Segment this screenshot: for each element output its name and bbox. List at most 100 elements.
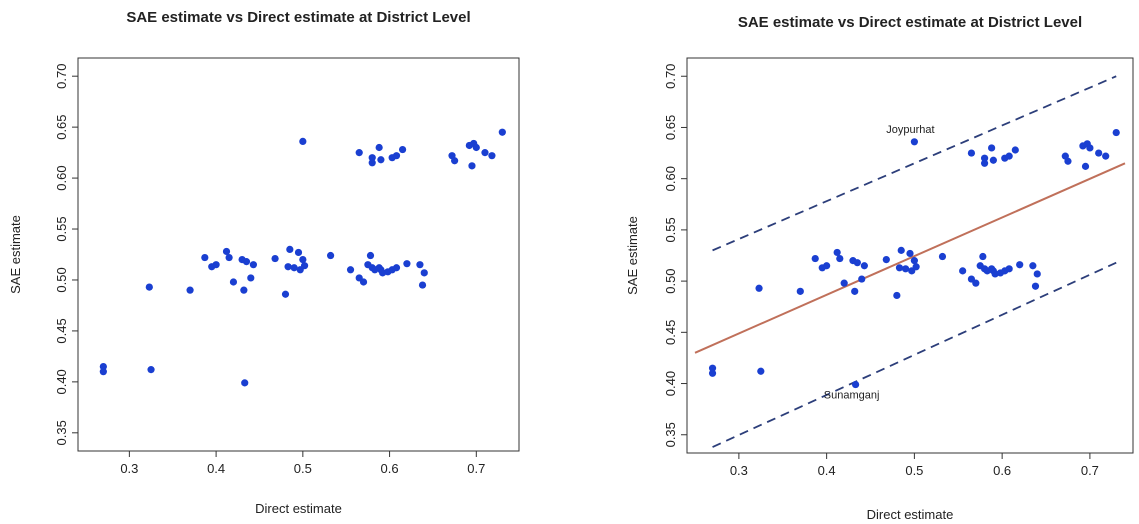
data-point	[1112, 128, 1120, 137]
data-point	[906, 249, 914, 258]
data-point	[853, 259, 861, 267]
data-point	[967, 149, 976, 157]
data-point	[398, 145, 407, 154]
data-point	[247, 274, 255, 282]
y-tick-label: 0.60	[54, 165, 69, 190]
data-point	[1029, 262, 1037, 270]
data-point	[242, 258, 251, 266]
y-tick-label: 0.35	[54, 420, 69, 445]
y-tick-label: 0.65	[54, 114, 69, 139]
data-point	[488, 152, 496, 160]
x-tick-label: 0.4	[818, 463, 836, 478]
data-point	[186, 286, 194, 294]
data-point	[498, 128, 506, 136]
chart-title: SAE estimate vs Direct estimate at Distr…	[126, 9, 470, 26]
data-point	[212, 261, 220, 269]
data-point	[851, 287, 859, 295]
data-point	[481, 149, 489, 157]
data-point	[989, 156, 997, 164]
x-tick-label: 0.5	[905, 463, 923, 478]
data-point	[823, 262, 831, 270]
y-tick-label: 0.60	[663, 166, 678, 191]
data-point	[757, 367, 765, 375]
data-point	[99, 362, 107, 371]
data-point	[147, 366, 155, 374]
y-tick-label: 0.50	[54, 267, 69, 292]
data-point	[1081, 162, 1090, 170]
data-point	[468, 162, 476, 170]
data-point	[420, 269, 428, 277]
data-point	[902, 265, 910, 273]
data-point	[286, 245, 294, 254]
data-point	[241, 379, 249, 387]
data-point	[284, 263, 292, 271]
data-point	[912, 263, 920, 271]
lower-band-line	[712, 261, 1117, 448]
data-point	[294, 248, 303, 257]
data-point	[851, 380, 860, 389]
y-tick-label: 0.50	[663, 268, 678, 293]
data-point	[1102, 152, 1110, 160]
x-tick-label: 0.6	[993, 463, 1011, 478]
data-point	[938, 252, 947, 261]
data-point	[326, 251, 335, 260]
y-tick-label: 0.65	[663, 115, 678, 140]
data-point	[897, 246, 905, 254]
y-tick-label: 0.45	[663, 320, 678, 345]
data-point	[451, 157, 459, 165]
data-point	[472, 143, 480, 152]
upper-band-line	[712, 75, 1117, 252]
data-point	[271, 254, 279, 263]
data-point	[796, 287, 804, 295]
data-point	[201, 253, 209, 262]
data-point	[249, 261, 257, 269]
data-point	[895, 264, 904, 272]
data-point	[836, 254, 844, 263]
data-point	[418, 281, 427, 289]
data-point	[300, 262, 309, 270]
data-point	[368, 154, 376, 162]
y-tick-label: 0.70	[54, 64, 69, 89]
data-point	[893, 291, 901, 300]
y-tick-label: 0.55	[663, 217, 678, 242]
data-point	[860, 262, 868, 270]
data-point	[979, 252, 987, 261]
data-point	[299, 255, 307, 264]
data-point	[910, 257, 918, 265]
data-point	[1064, 157, 1072, 165]
y-tick-label: 0.40	[663, 371, 678, 396]
data-point	[1005, 265, 1013, 273]
data-point	[355, 149, 363, 157]
x-tick-label: 0.6	[381, 461, 399, 476]
data-point	[1033, 270, 1041, 278]
data-point	[1095, 149, 1103, 157]
data-point	[222, 247, 231, 256]
x-axis-label: Direct estimate	[867, 507, 954, 522]
data-point	[972, 279, 980, 287]
point-annotation: Joypurhat	[886, 124, 934, 136]
data-point	[755, 284, 763, 292]
data-point	[1031, 282, 1040, 290]
data-point	[416, 261, 424, 269]
data-point	[240, 286, 248, 294]
x-tick-label: 0.4	[207, 461, 225, 476]
data-point	[290, 264, 298, 272]
data-point	[392, 264, 401, 272]
y-tick-label: 0.70	[663, 64, 678, 89]
y-tick-label: 0.40	[54, 369, 69, 394]
y-tick-label: 0.45	[54, 318, 69, 343]
fit-line	[694, 162, 1126, 354]
data-point	[708, 364, 717, 372]
data-point	[346, 266, 355, 274]
x-tick-label: 0.7	[1081, 463, 1099, 478]
data-point	[359, 278, 368, 286]
data-point	[959, 267, 967, 275]
data-point	[858, 275, 866, 283]
plot-frame	[77, 57, 520, 452]
data-point	[377, 156, 385, 164]
data-point	[910, 138, 918, 146]
data-point	[980, 154, 989, 162]
data-point	[392, 152, 401, 160]
data-point	[145, 283, 153, 291]
x-tick-label: 0.3	[730, 463, 748, 478]
